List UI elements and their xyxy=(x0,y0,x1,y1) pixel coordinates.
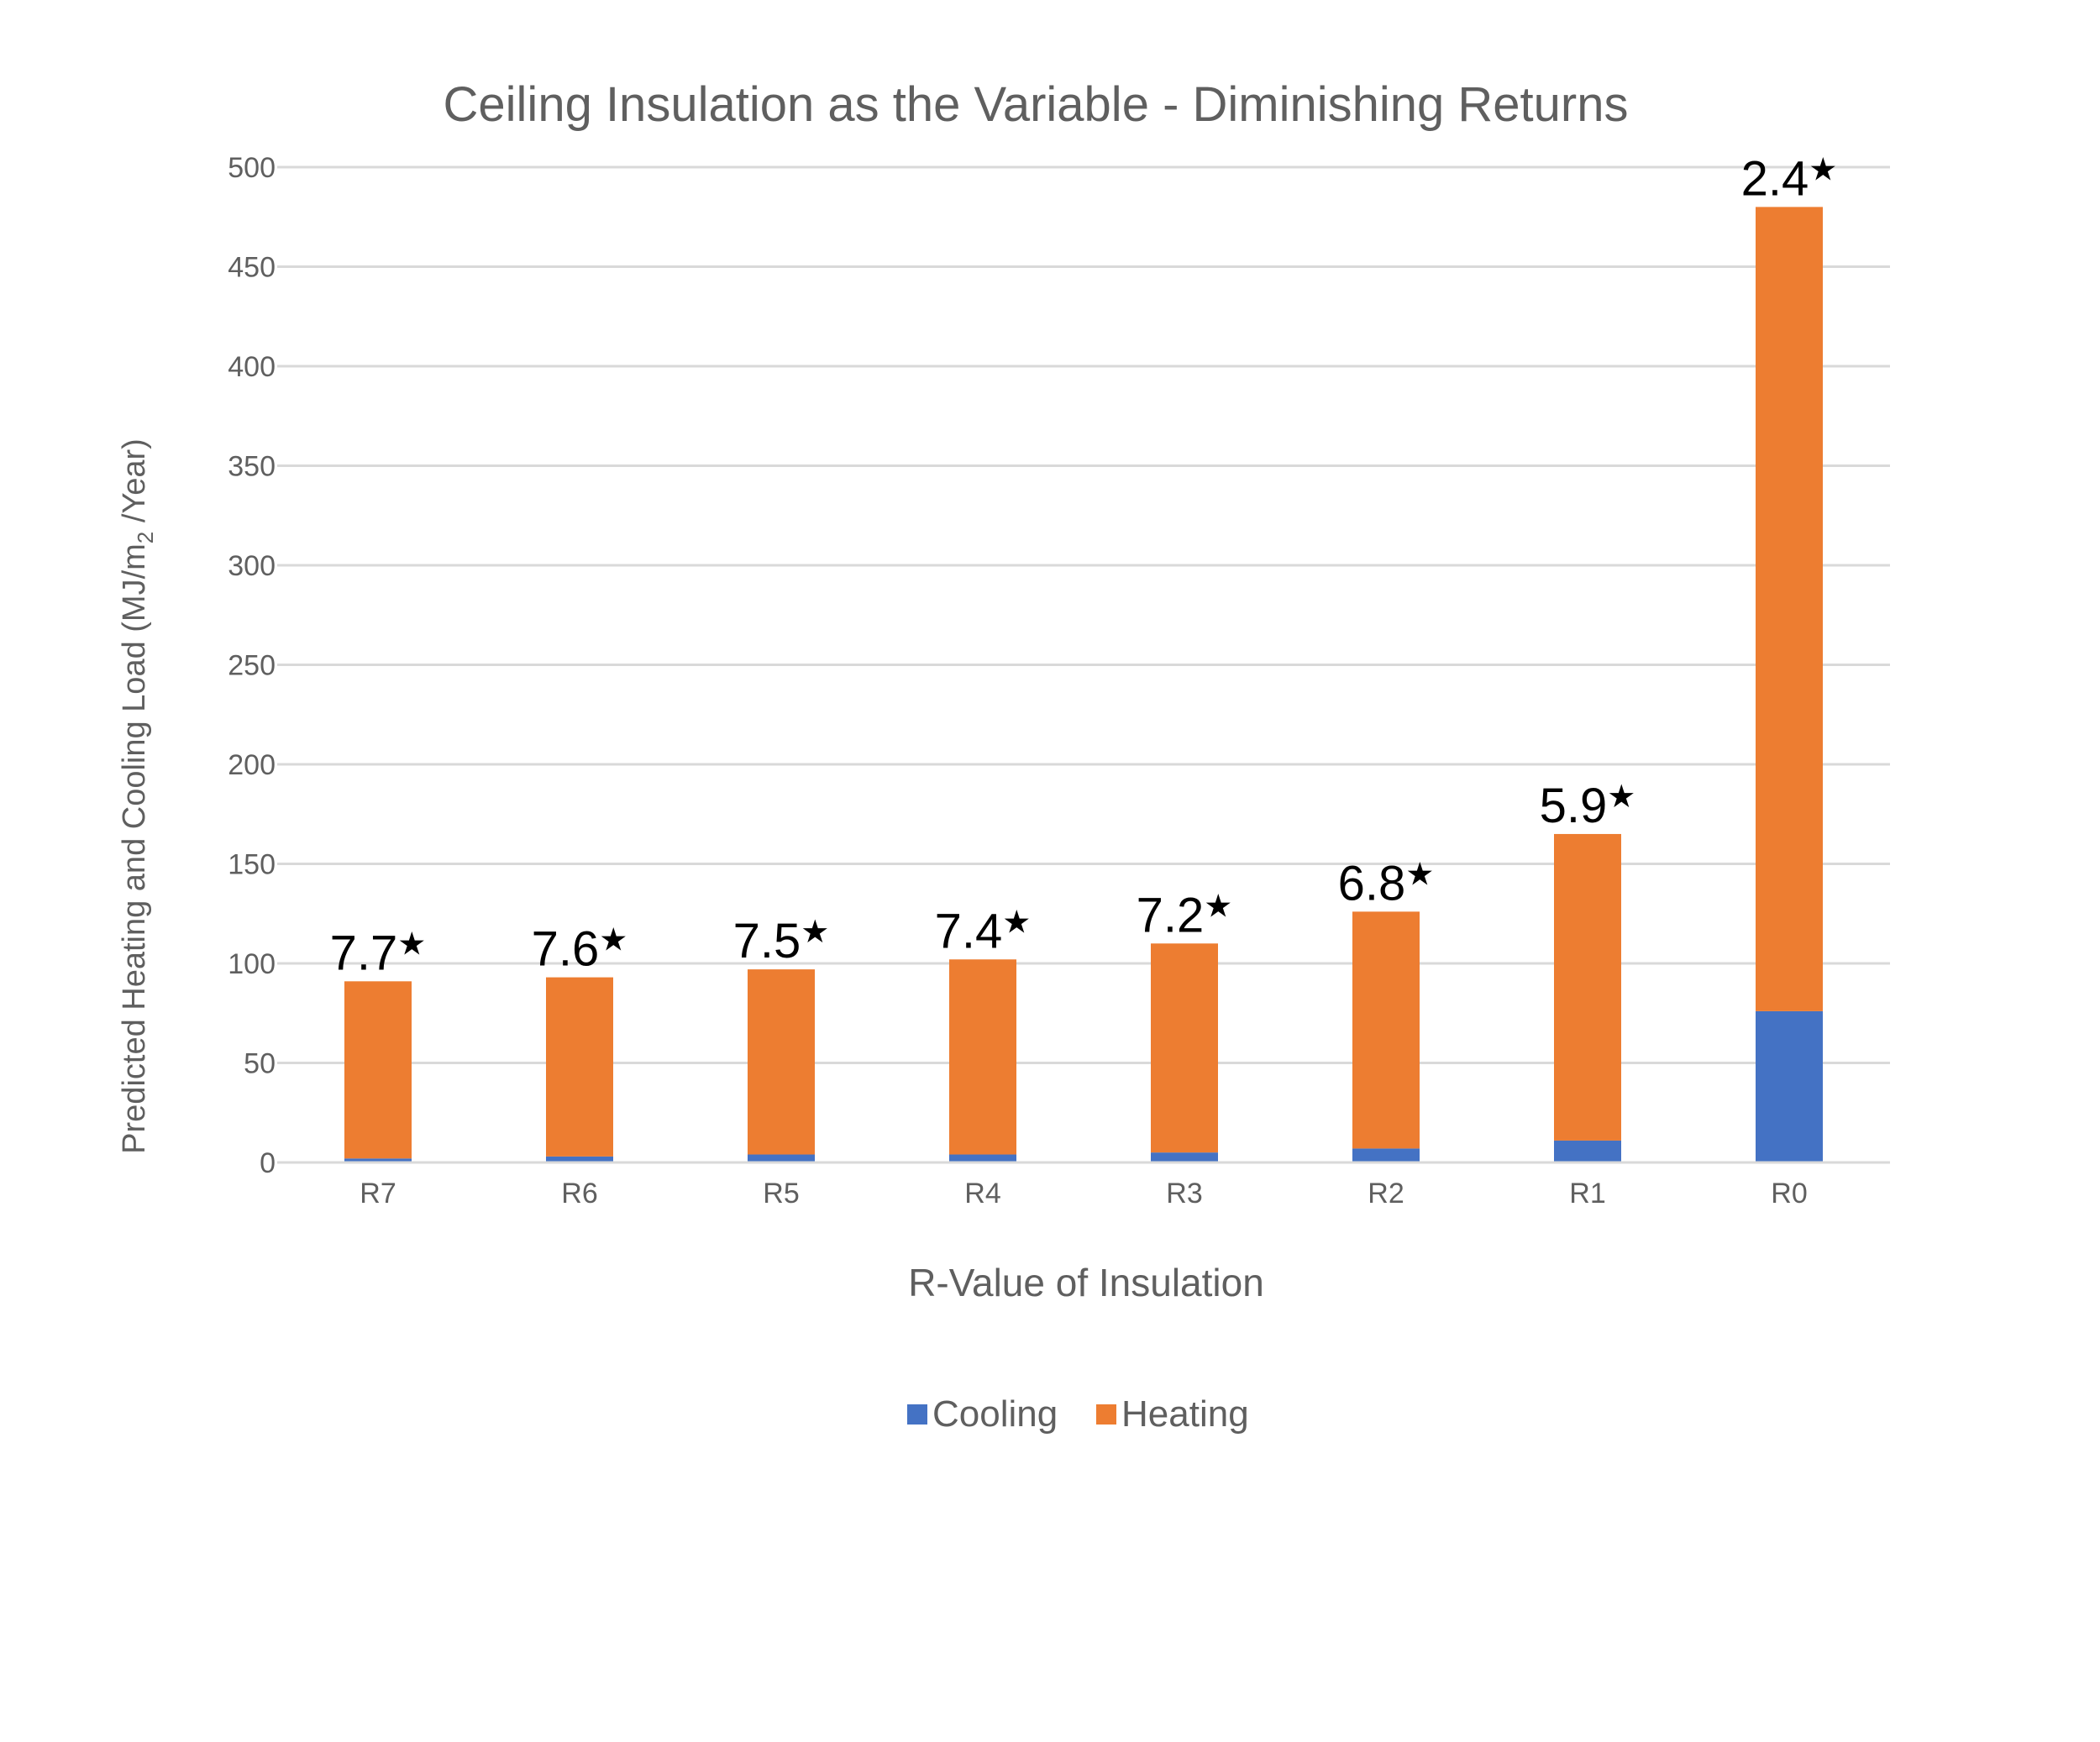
star-rating-value: 7.4 xyxy=(935,904,1003,958)
star-icon: ★ xyxy=(1405,855,1434,892)
star-rating-value: 7.2 xyxy=(1137,888,1205,942)
y-tick-label: 450 xyxy=(228,252,276,284)
x-tick-label: R0 xyxy=(1771,1178,1807,1209)
bar-cooling-r5 xyxy=(748,1154,815,1162)
legend-swatch-heating xyxy=(1096,1404,1116,1425)
x-tick-label: R5 xyxy=(763,1178,799,1209)
star-rating-label: 7.2★ xyxy=(1137,887,1233,942)
y-tick-label: 100 xyxy=(228,948,276,980)
y-tick-label: 200 xyxy=(228,749,276,781)
x-tick-label: R2 xyxy=(1368,1178,1404,1209)
legend-label-cooling: Cooling xyxy=(932,1393,1058,1435)
legend: Cooling Heating xyxy=(907,1393,1249,1435)
bar-cooling-r4 xyxy=(949,1154,1016,1162)
y-tick-label: 400 xyxy=(228,351,276,383)
star-rating-label: 7.7★ xyxy=(330,925,427,980)
y-tick-label: 250 xyxy=(228,650,276,682)
star-rating-value: 6.8 xyxy=(1338,856,1406,910)
x-tick-label: R1 xyxy=(1569,1178,1605,1209)
star-rating-value: 7.5 xyxy=(733,914,801,968)
y-tick-label: 150 xyxy=(228,849,276,881)
bar-heating-r0 xyxy=(1756,207,1823,1011)
bar-heating-r3 xyxy=(1151,943,1218,1153)
x-tick-label: R7 xyxy=(360,1178,396,1209)
bar-heating-r6 xyxy=(546,977,613,1157)
star-rating-value: 7.7 xyxy=(330,926,398,980)
y-tick-label: 50 xyxy=(244,1048,276,1080)
bar-cooling-r1 xyxy=(1554,1140,1621,1162)
x-axis-tick-labels: R7 R6 R5 R4 R3 R2 R1 R0 xyxy=(360,1178,1807,1209)
bar-cooling-r7 xyxy=(344,1158,412,1162)
bar-heating-r2 xyxy=(1352,911,1420,1149)
x-axis-title: R-Value of Insulation xyxy=(908,1261,1264,1304)
y-axis-title-main: Predicted Heating and Cooling Load (MJ/m xyxy=(117,543,152,1154)
bar-cooling-r6 xyxy=(546,1156,613,1162)
star-icon: ★ xyxy=(1809,150,1837,187)
chart-title: Ceiling Insulation as the Variable - Dim… xyxy=(444,77,1629,132)
star-rating-label: 2.4★ xyxy=(1741,150,1838,206)
y-axis-title-suffix: /Year) xyxy=(117,438,152,532)
bar-heating-r7 xyxy=(344,981,412,1159)
gridlines xyxy=(277,165,1890,1064)
star-rating-labels: 7.7★ 7.6★ 7.5★ 7.4★ 7.2★ 6.8★5.9★2.4★ xyxy=(330,150,1838,980)
x-tick-label: R6 xyxy=(561,1178,597,1209)
star-rating-label: 7.4★ xyxy=(935,903,1032,958)
star-rating-label: 7.5★ xyxy=(733,913,830,968)
x-tick-label: R4 xyxy=(964,1178,1000,1209)
y-tick-label: 0 xyxy=(260,1147,276,1179)
star-rating-label: 5.9★ xyxy=(1540,778,1636,833)
star-icon: ★ xyxy=(1607,778,1635,815)
star-icon: ★ xyxy=(1002,903,1031,940)
y-tick-label: 350 xyxy=(228,451,276,483)
bar-cooling-r2 xyxy=(1352,1148,1420,1162)
y-axis-title-subscript: 2 xyxy=(133,532,158,543)
y-axis-tick-labels: 0 50 100 150 200 250 300 350 400 450 500 xyxy=(228,152,276,1179)
star-icon: ★ xyxy=(599,921,627,958)
y-tick-label: 500 xyxy=(228,152,276,184)
star-rating-value: 2.4 xyxy=(1741,151,1809,206)
star-icon: ★ xyxy=(1204,887,1232,924)
star-icon: ★ xyxy=(397,925,426,962)
bar-cooling-r0 xyxy=(1756,1010,1823,1162)
star-rating-label: 7.6★ xyxy=(532,921,628,977)
star-rating-value: 7.6 xyxy=(532,922,600,977)
legend-swatch-cooling xyxy=(907,1404,927,1425)
y-axis-title: Predicted Heating and Cooling Load (MJ/m… xyxy=(117,438,158,1154)
bar-cooling-r3 xyxy=(1151,1152,1218,1162)
star-rating-label: 6.8★ xyxy=(1338,855,1435,910)
y-tick-label: 300 xyxy=(228,550,276,582)
bar-heating-r5 xyxy=(748,969,815,1155)
bar-heating-r1 xyxy=(1554,833,1621,1141)
bar-heating-r4 xyxy=(949,959,1016,1155)
bars xyxy=(344,207,1823,1162)
legend-label-heating: Heating xyxy=(1121,1393,1249,1435)
star-icon: ★ xyxy=(801,913,829,950)
star-rating-value: 5.9 xyxy=(1540,779,1608,833)
x-tick-label: R3 xyxy=(1166,1178,1202,1209)
